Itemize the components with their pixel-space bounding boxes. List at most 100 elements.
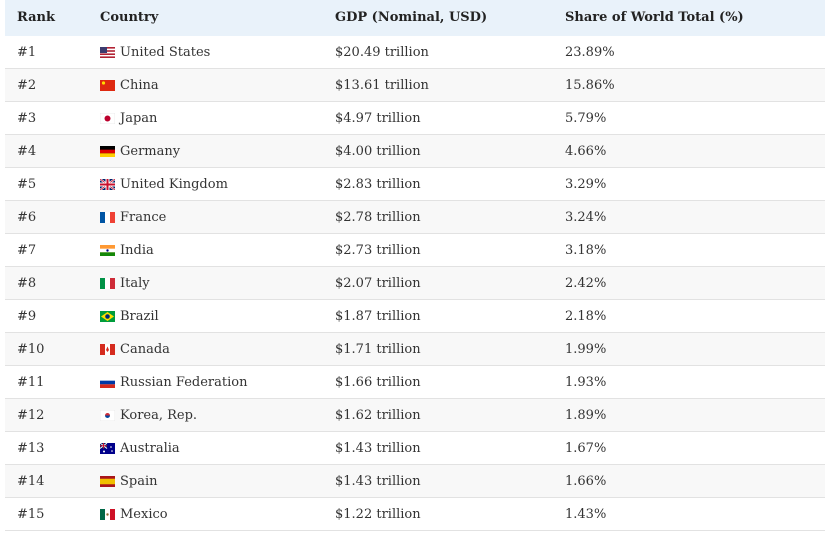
flag-shape [105,415,110,418]
table-row: #15 Mexico $1.22 trillion 1.43% [5,498,825,531]
rank-cell: #10 [17,342,45,357]
flag-shape [100,153,115,157]
flag-icon [100,344,115,355]
rank-cell: #5 [17,177,37,192]
table-row: #3 Japan $4.97 trillion 5.79% [5,102,825,135]
flag-shape [100,380,115,385]
flag-shape [106,346,109,352]
table-row: #10 Canada $1.71 trillion 1.99% [5,333,825,366]
country-cell: Brazil [120,309,159,324]
flag-shape [103,450,105,453]
flag-shape [110,344,115,355]
flag-shape [100,252,115,256]
share-cell: 2.42% [565,276,607,291]
share-cell: 1.67% [565,441,607,456]
flag-icon [100,377,115,388]
table-row: #5 United Kingdom $2.83 trillion 3.29% [5,168,825,201]
flag-icon [100,212,115,223]
flag-shape [100,47,115,58]
country-cell: Italy [120,276,150,291]
flag-shape [100,443,115,454]
share-cell: 3.29% [565,177,607,192]
gdp-cell: $4.00 trillion [335,144,421,159]
flag-shape [100,47,115,49]
gdp-cell: $2.78 trillion [335,210,421,225]
country-cell: Germany [120,144,181,159]
share-cell: 1.93% [565,375,607,390]
rank-cell: #1 [17,45,37,60]
flag-icon [100,509,115,520]
flag-shape [105,314,110,319]
country-cell: Japan [120,111,158,126]
flag-icon [100,278,115,289]
flag-shape [105,212,110,223]
gdp-cell: $2.73 trillion [335,243,421,258]
flag-shape [100,344,105,355]
rank-cell: #11 [17,375,45,390]
flag-icon [100,476,115,487]
gdp-cell: $2.07 trillion [335,276,421,291]
header-row: Rank Country GDP (Nominal, USD) Share of… [5,0,825,36]
share-cell: 1.99% [565,342,607,357]
table-row: #1 United States $20.49 trillion 23.89% [5,36,825,69]
gdp-cell: $13.61 trillion [335,78,429,93]
flag-shape [100,47,107,53]
flag-icon [100,410,115,421]
flag-shape [104,115,111,122]
gdp-cell: $2.83 trillion [335,177,421,192]
flag-icon [100,443,115,454]
country-cell: Spain [120,474,158,489]
country-cell: Australia [120,441,180,456]
share-cell: 15.86% [565,78,615,93]
flag-icon [100,146,115,157]
flag-shape [100,53,115,55]
flag-shape [105,413,110,416]
rank-cell: #7 [17,243,37,258]
gdp-cell: $1.62 trillion [335,408,421,423]
table-row: #4 Germany $4.00 trillion 4.66% [5,135,825,168]
flag-shape [100,445,107,447]
gdp-cell: $1.43 trillion [335,474,421,489]
rank-cell: #4 [17,144,37,159]
rank-cell: #12 [17,408,45,423]
share-cell: 3.24% [565,210,607,225]
flag-shape [101,81,106,85]
header-cell: Share of World Total (%) [565,10,744,25]
share-cell: 1.66% [565,474,607,489]
gdp-cell: $20.49 trillion [335,45,429,60]
rank-cell: #8 [17,276,37,291]
flag-shape [100,149,115,154]
header-cell: GDP (Nominal, USD) [335,10,488,25]
country-cell: Russian Federation [120,375,248,390]
rank-cell: #9 [17,309,37,324]
flag-icon [100,179,115,190]
flag-shape [105,278,110,289]
share-cell: 4.66% [565,144,607,159]
table-row: #7 India $2.73 trillion 3.18% [5,234,825,267]
flag-shape [100,212,105,223]
table-row: #13 Australia $1.43 trillion 1.67% [5,432,825,465]
rank-cell: #2 [17,78,37,93]
share-cell: 3.18% [565,243,607,258]
country-cell: Korea, Rep. [120,408,198,423]
rank-cell: #6 [17,210,37,225]
flag-shape [110,509,115,520]
flag-shape [100,509,105,520]
flag-shape [100,384,115,388]
country-cell: Canada [120,342,170,357]
flag-shape [100,478,115,485]
rank-cell: #3 [17,111,37,126]
flag-shape [100,56,115,58]
flag-icon [100,245,115,256]
table-row: #12 Korea, Rep. $1.62 trillion 1.89% [5,399,825,432]
flag-shape [100,80,115,91]
rank-cell: #13 [17,441,45,456]
country-cell: United States [120,45,211,60]
rank-cell: #14 [17,474,45,489]
table-row: #2 China $13.61 trillion 15.86% [5,69,825,102]
country-cell: China [120,78,159,93]
flag-icon [100,113,115,124]
table-row: #8 Italy $2.07 trillion 2.42% [5,267,825,300]
share-cell: 5.79% [565,111,607,126]
